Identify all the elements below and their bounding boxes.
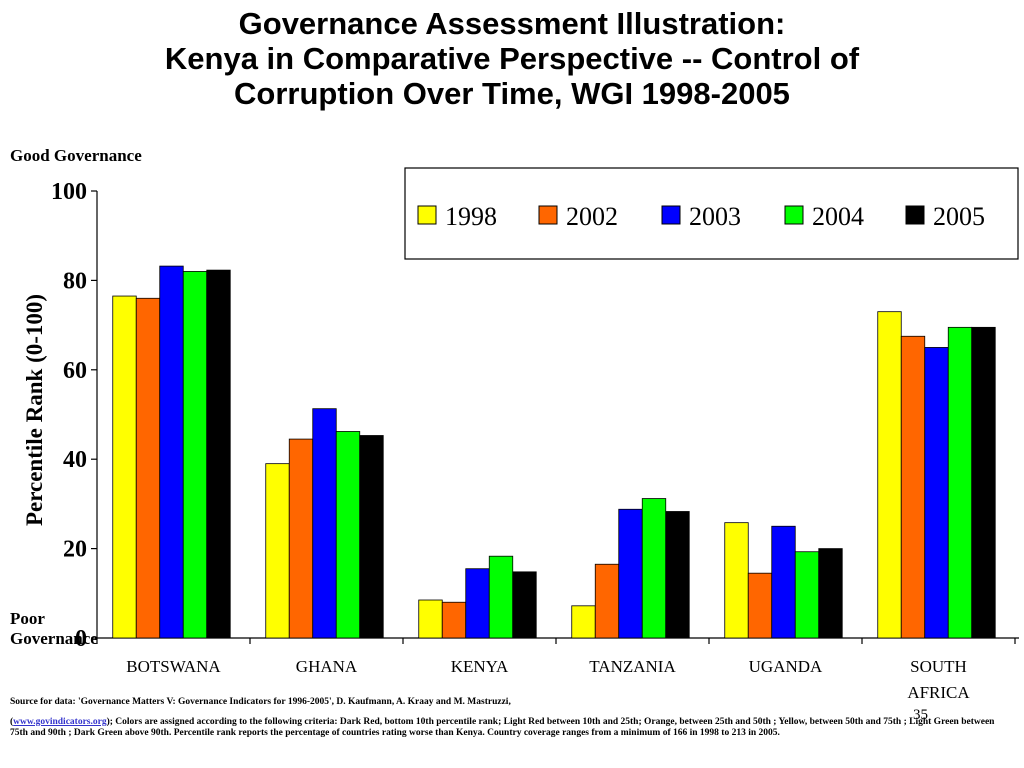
bar-botswana-2003 (159, 265, 184, 639)
source-note: Source for data: 'Governance Matters V: … (10, 697, 1010, 740)
legend-label-1998: 1998 (445, 202, 497, 231)
x-tick-label-south-africa-1: SOUTH (910, 657, 967, 676)
bar-south-africa-2002 (900, 335, 926, 639)
bar-uganda-2005 (818, 548, 843, 639)
bar-tanzania-2005 (665, 511, 690, 639)
y-tick-label-80: 80 (63, 268, 87, 294)
bar-ghana-2002 (288, 438, 314, 639)
legend-label-2003: 2003 (689, 202, 741, 231)
bar-tanzania-2002 (594, 563, 620, 639)
y-tick-label-40: 40 (63, 447, 87, 473)
bar-south-africa-2003 (924, 347, 949, 639)
legend-swatch-2005 (905, 205, 925, 225)
source-open-paren: ( (10, 716, 14, 727)
legend-swatch-2003 (661, 205, 681, 225)
source-line-2: (www.govindicators.org); Colors are assi… (10, 717, 1010, 740)
bar-uganda-1998 (724, 522, 749, 639)
bar-tanzania-2004 (641, 498, 667, 639)
bar-ghana-2005 (359, 435, 384, 639)
bar-kenya-1998 (418, 599, 443, 639)
bar-uganda-2003 (771, 525, 796, 639)
chart-title: Governance Assessment Illustration: Keny… (0, 6, 1024, 111)
bar-south-africa-1998 (877, 311, 902, 639)
poor-label-line-2: Governance (10, 629, 98, 648)
bar-uganda-2004 (794, 551, 820, 639)
x-tick-label-uganda: UGANDA (749, 657, 823, 676)
x-tick-label-botswana: BOTSWANA (126, 657, 221, 676)
y-tick-label-0: 0 (75, 626, 87, 652)
bar-kenya-2004 (488, 555, 514, 639)
title-line-3: Corruption Over Time, WGI 1998-2005 (234, 76, 790, 111)
bar-south-africa-2004 (947, 326, 973, 639)
y-tick-label-20: 20 (63, 537, 87, 563)
poor-label-line-1: Poor (10, 609, 45, 628)
x-tick-label-ghana: GHANA (296, 657, 358, 676)
bar-tanzania-2003 (618, 508, 643, 639)
legend-label-2005: 2005 (933, 202, 985, 231)
bar-ghana-2004 (335, 431, 361, 639)
x-tick-label-south-africa-2: AFRICA (907, 683, 970, 700)
legend-label-2004: 2004 (812, 202, 864, 231)
legend-label-2002: 2002 (566, 202, 618, 231)
bar-kenya-2003 (465, 568, 490, 639)
bar-botswana-1998 (112, 295, 137, 639)
legend-swatch-2002 (538, 205, 558, 225)
bar-botswana-2004 (182, 271, 208, 639)
bar-tanzania-1998 (571, 605, 596, 639)
poor-governance-label: Poor Governance (10, 609, 98, 649)
bar-kenya-2005 (512, 571, 537, 639)
source-link[interactable]: www.govindicators.org (13, 716, 107, 727)
y-axis-title: Percentile Rank (0-100) (22, 294, 47, 526)
source-criteria-text: ); Colors are assigned according to the … (10, 716, 995, 739)
legend-swatch-1998 (417, 205, 437, 225)
source-line-1: Source for data: 'Governance Matters V: … (10, 697, 511, 707)
bar-kenya-2002 (441, 601, 467, 639)
y-tick-label-100: 100 (51, 179, 87, 205)
bar-chart: 0 20 40 60 80 100 Percentile Rank (0-100) BOTSW… (22, 167, 1019, 700)
title-line-1: Governance Assessment Illustration: (238, 6, 786, 41)
bar-uganda-2002 (747, 572, 773, 639)
bar-ghana-1998 (265, 463, 290, 639)
bar-botswana-2002 (135, 297, 161, 639)
slide-number: 35 (913, 707, 928, 723)
bar-botswana-2005 (206, 269, 231, 639)
bar-south-africa-2005 (971, 326, 996, 639)
x-tick-label-tanzania: TANZANIA (589, 657, 676, 676)
bar-ghana-2003 (312, 408, 337, 639)
legend-swatch-2004 (784, 205, 804, 225)
good-governance-label: Good Governance (10, 146, 142, 165)
x-tick-label-kenya: KENYA (451, 657, 509, 676)
y-tick-label-60: 60 (63, 358, 87, 384)
title-line-2: Kenya in Comparative Perspective -- Cont… (164, 41, 860, 76)
